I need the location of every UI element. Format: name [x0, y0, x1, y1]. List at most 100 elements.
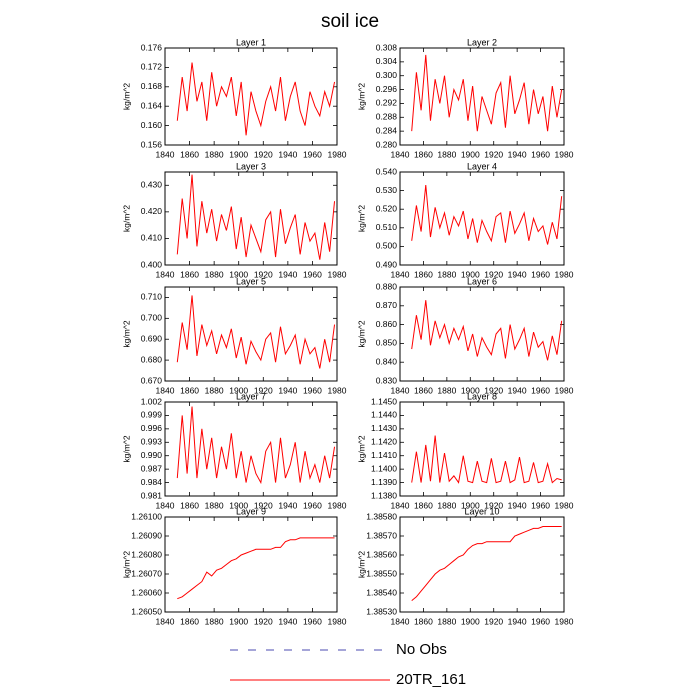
y-tick-label: 0.288 — [376, 112, 398, 122]
x-tick-label: 1920 — [254, 500, 273, 510]
y-axis-label: kg/m^2 — [121, 551, 131, 578]
y-tick-label: 0.304 — [376, 56, 398, 66]
x-tick-label: 1940 — [508, 385, 527, 395]
y-tick-label: 1.38550 — [366, 568, 397, 578]
x-tick-label: 1900 — [229, 385, 248, 395]
x-tick-label: 1960 — [303, 149, 322, 159]
x-tick-label: 1960 — [531, 269, 550, 279]
y-tick-label: 0.280 — [376, 139, 398, 149]
panel-title: Layer 1 — [236, 37, 266, 47]
x-tick-label: 1880 — [205, 385, 224, 395]
x-tick-label: 1980 — [555, 385, 574, 395]
x-tick-label: 1920 — [484, 149, 503, 159]
plot-frame — [399, 47, 565, 146]
x-tick-label: 1960 — [303, 500, 322, 510]
y-tick-label: 0.880 — [376, 281, 398, 291]
y-tick-label: 1.1390 — [371, 477, 397, 487]
x-tick-label: 1980 — [328, 500, 347, 510]
y-tick-label: 0.410 — [141, 233, 163, 243]
x-tick-label: 1960 — [303, 269, 322, 279]
x-tick-label: 1860 — [180, 500, 199, 510]
y-tick-label: 0.284 — [376, 125, 398, 135]
y-tick-label: 0.164 — [141, 100, 163, 110]
x-tick-label: 1980 — [328, 385, 347, 395]
y-axis-label: kg/m^2 — [121, 205, 131, 232]
panel: Layer 3 kg/m^2 0.400 0.410 0.420 0.430 1840 186… — [121, 161, 346, 279]
x-tick-label: 1880 — [437, 269, 456, 279]
panel-title: Layer 7 — [236, 391, 266, 401]
x-tick-label: 1880 — [437, 616, 456, 626]
x-tick-label: 1900 — [461, 616, 480, 626]
y-tick-label: 0.530 — [376, 185, 398, 195]
y-tick-label: 1.26070 — [131, 568, 162, 578]
legend-label: No Obs — [396, 641, 447, 658]
y-tick-label: 1.38580 — [366, 511, 397, 521]
plot-frame — [399, 401, 565, 497]
x-tick-label: 1900 — [461, 149, 480, 159]
y-tick-label: 1.1430 — [371, 423, 397, 433]
panel-title: Layer 5 — [236, 276, 266, 286]
y-axis-label: kg/m^2 — [121, 435, 131, 462]
x-tick-label: 1980 — [328, 149, 347, 159]
x-tick-label: 1940 — [508, 500, 527, 510]
y-tick-label: 1.1450 — [371, 396, 397, 406]
x-tick-label: 1960 — [531, 616, 550, 626]
y-tick-label: 0.996 — [141, 423, 163, 433]
x-tick-label: 1860 — [414, 500, 433, 510]
x-tick-label: 1900 — [461, 500, 480, 510]
y-tick-label: 0.680 — [141, 354, 163, 364]
x-tick-label: 1940 — [508, 616, 527, 626]
x-tick-label: 1860 — [180, 149, 199, 159]
x-tick-label: 1840 — [391, 269, 410, 279]
y-tick-label: 0.156 — [141, 139, 163, 149]
x-tick-label: 1940 — [278, 616, 297, 626]
x-tick-label: 1980 — [555, 616, 574, 626]
data-line — [177, 537, 335, 600]
y-tick-label: 0.993 — [141, 437, 163, 447]
x-tick-label: 1920 — [484, 385, 503, 395]
y-axis-label: kg/m^2 — [356, 320, 366, 347]
x-tick-label: 1940 — [278, 500, 297, 510]
x-tick-label: 1860 — [180, 269, 199, 279]
y-tick-label: 0.990 — [141, 450, 163, 460]
panel: Layer 5 kg/m^2 0.670 0.680 0.690 0.700 0.710 18… — [121, 276, 346, 395]
plot-frame — [164, 171, 338, 266]
x-tick-label: 1920 — [254, 385, 273, 395]
y-tick-label: 1.002 — [141, 396, 163, 406]
y-tick-label: 1.26060 — [131, 587, 162, 597]
x-tick-label: 1960 — [303, 616, 322, 626]
y-tick-label: 0.987 — [141, 463, 163, 473]
x-tick-label: 1880 — [205, 149, 224, 159]
panel-title: Layer 3 — [236, 161, 266, 171]
data-line — [411, 526, 562, 601]
panel: Layer 7 kg/m^2 0.981 0.984 0.987 0.990 0.993 0.… — [121, 391, 346, 510]
y-tick-label: 1.38540 — [366, 587, 397, 597]
figure-title: soil ice — [321, 11, 379, 32]
y-tick-label: 0.999 — [141, 410, 163, 420]
y-tick-label: 1.1380 — [371, 490, 397, 500]
y-tick-label: 0.172 — [141, 62, 163, 72]
x-tick-label: 1960 — [531, 385, 550, 395]
x-tick-label: 1840 — [156, 385, 175, 395]
data-line — [411, 54, 563, 132]
x-tick-label: 1840 — [156, 500, 175, 510]
panel: Layer 1 kg/m^2 0.156 0.160 0.164 0.168 0.172 0.… — [121, 37, 346, 159]
x-tick-label: 1860 — [414, 149, 433, 159]
y-tick-label: 0.850 — [376, 338, 398, 348]
x-tick-label: 1920 — [254, 616, 273, 626]
y-axis-label: kg/m^2 — [121, 83, 131, 110]
x-tick-label: 1880 — [205, 269, 224, 279]
plot-frame — [164, 516, 338, 613]
data-line — [411, 184, 563, 245]
x-tick-label: 1880 — [437, 149, 456, 159]
x-tick-label: 1840 — [156, 149, 175, 159]
y-tick-label: 0.400 — [141, 259, 163, 269]
x-tick-label: 1900 — [229, 500, 248, 510]
y-axis-label: kg/m^2 — [356, 435, 366, 462]
panel-title: Layer 2 — [467, 37, 497, 47]
x-tick-label: 1840 — [391, 500, 410, 510]
data-line — [411, 435, 562, 484]
panel: Layer 10 kg/m^2 1.38530 1.38540 1.38550 1.385… — [356, 506, 573, 626]
y-tick-label: 1.1440 — [371, 410, 397, 420]
y-tick-label: 0.981 — [141, 490, 163, 500]
